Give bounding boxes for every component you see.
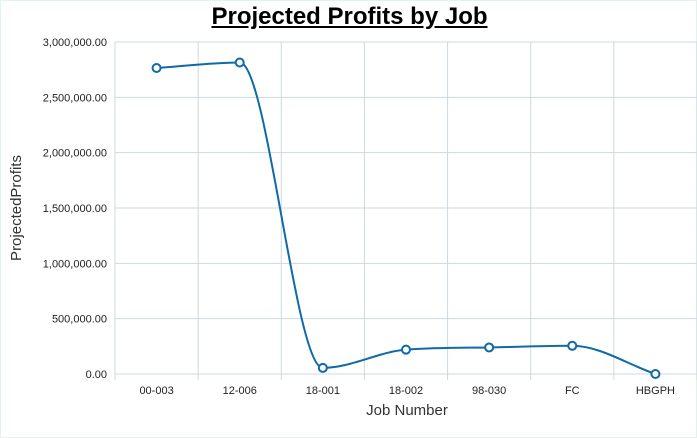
x-tick-label: FC <box>565 385 580 397</box>
y-tick-label: 500,000.00 <box>52 314 107 326</box>
data-point[interactable] <box>234 57 245 68</box>
y-tick-label: 2,000,000.00 <box>43 148 107 160</box>
x-tick-label: HBGPH <box>636 385 675 397</box>
series-line <box>156 61 656 375</box>
data-point[interactable] <box>151 63 162 74</box>
x-tick-label: 00-003 <box>139 385 173 397</box>
data-point[interactable] <box>567 340 578 351</box>
x-axis-title: Job Number <box>366 402 448 419</box>
y-tick-label: 0.00 <box>86 369 107 381</box>
x-axis-ticks: 00-003 12-006 18-001 18-002 98-030 FC HBGPH <box>139 385 675 397</box>
y-tick-label: 2,500,000.00 <box>43 92 107 104</box>
data-point[interactable] <box>650 369 661 379</box>
grid-lines <box>114 41 697 380</box>
chart-title: Projected Profits by Job <box>211 3 488 30</box>
y-tick-label: 1,500,000.00 <box>43 203 107 215</box>
data-point[interactable] <box>484 342 495 353</box>
data-point[interactable] <box>401 344 411 355</box>
data-point[interactable] <box>317 362 328 373</box>
x-tick-label: 12-006 <box>223 385 257 397</box>
series-group <box>151 57 661 379</box>
y-tick-label: 3,000,000.00 <box>43 37 107 49</box>
y-axis-ticks: 0.00 500,000.00 1,000,000.00 1,500,000.00 2,… <box>43 37 107 381</box>
y-tick-label: 1,000,000.00 <box>43 258 107 270</box>
x-tick-label: 18-002 <box>389 385 423 397</box>
x-tick-label: 98-030 <box>472 385 506 397</box>
x-tick-label: 18-001 <box>306 385 340 397</box>
y-axis-title: ProjectedProfits <box>8 155 25 261</box>
